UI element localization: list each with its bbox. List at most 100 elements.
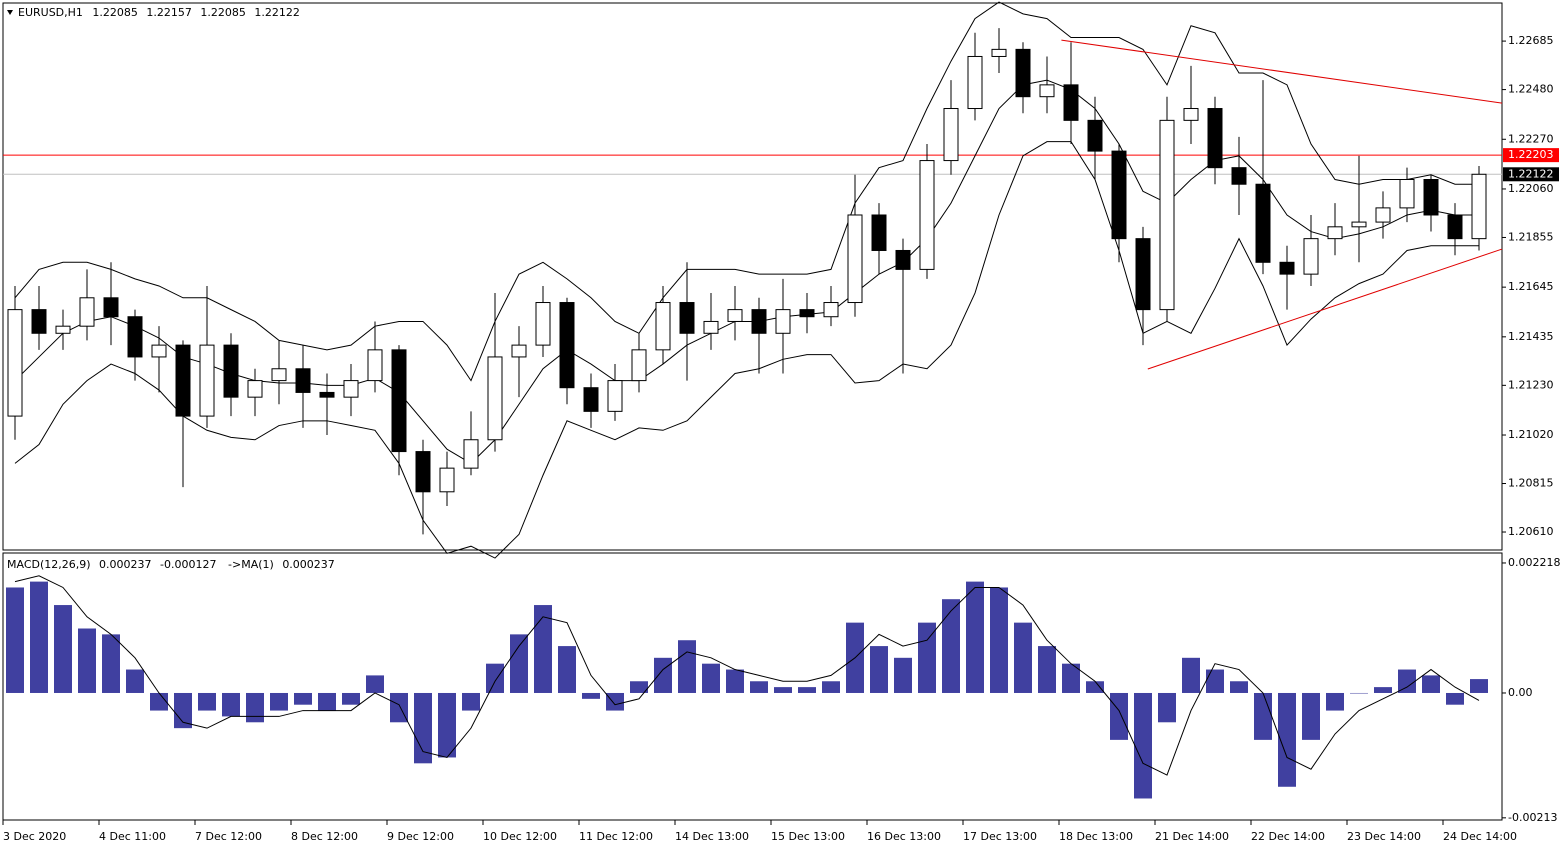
macd-bar — [6, 587, 24, 693]
macd-signal: -0.000127 — [160, 558, 216, 571]
macd-bar — [1326, 692, 1344, 711]
candle-body — [775, 309, 791, 334]
header-high: 1.22157 — [146, 6, 192, 19]
candle-body — [463, 439, 479, 469]
macd-bar — [1374, 687, 1392, 693]
y-tick-label: 0.00 — [1508, 686, 1533, 699]
y-tick-label: 1.22060 — [1508, 182, 1554, 195]
candle-body — [847, 214, 863, 304]
candle-body — [895, 249, 911, 270]
candle-body — [223, 344, 239, 398]
trendline — [1147, 248, 1503, 370]
macd-bar — [78, 628, 96, 693]
candle-body — [343, 380, 359, 398]
macd-bar — [990, 587, 1008, 693]
y-tick-label: 1.22480 — [1508, 83, 1554, 96]
candle-body — [1063, 84, 1079, 121]
candle-body — [823, 302, 839, 318]
macd-bar — [198, 692, 216, 711]
candle-body — [199, 344, 215, 417]
macd-bar — [270, 692, 288, 711]
macd-bar — [414, 692, 432, 764]
macd-bar — [534, 605, 552, 693]
y-tick-label: 1.20815 — [1508, 477, 1554, 490]
macd-bar — [1470, 679, 1488, 693]
candle-body — [535, 302, 551, 346]
dropdown-icon[interactable] — [7, 10, 13, 15]
x-tick-label: 14 Dec 13:00 — [675, 830, 749, 843]
x-tick-label: 22 Dec 14:00 — [1251, 830, 1325, 843]
macd-bar — [582, 692, 600, 699]
bollinger-lower — [14, 141, 1479, 559]
price-level-tag — [1503, 167, 1559, 182]
candle-body — [1327, 226, 1343, 240]
candle-body — [1447, 214, 1463, 240]
candle-body — [1423, 178, 1439, 216]
y-tick-label: -0.00213 — [1508, 811, 1557, 824]
macd-bar — [342, 692, 360, 705]
macd-bar — [870, 646, 888, 693]
macd-bar — [822, 681, 840, 693]
macd-bar — [1422, 675, 1440, 693]
macd-bar — [1014, 622, 1032, 693]
candle-body — [703, 320, 719, 334]
candle-body — [487, 356, 503, 441]
y-tick-label: 1.21230 — [1508, 378, 1554, 391]
macd-bar — [486, 663, 504, 693]
macd-bar — [894, 657, 912, 693]
macd-bar — [30, 581, 48, 693]
candle-body — [583, 387, 599, 412]
macd-bar — [1110, 692, 1128, 740]
macd-bar — [1134, 692, 1152, 799]
candle-body — [991, 48, 1007, 57]
macd-ma-label: ->MA(1) — [228, 558, 274, 571]
macd-bar — [966, 581, 984, 693]
price-level-label: 1.22203 — [1508, 148, 1554, 161]
x-tick-label: 18 Dec 13:00 — [1059, 830, 1133, 843]
candle-body — [103, 297, 119, 318]
macd-bar — [678, 640, 696, 693]
candle-body — [319, 391, 335, 398]
candle-body — [751, 309, 767, 334]
macd-bar — [390, 692, 408, 723]
y-tick-label: 1.21855 — [1508, 230, 1554, 243]
macd-bar — [54, 605, 72, 693]
macd-bar — [222, 692, 240, 717]
y-tick-label: 1.21645 — [1508, 280, 1554, 293]
candle-body — [1279, 261, 1295, 275]
macd-bar — [366, 675, 384, 693]
price-panel — [2, 2, 1503, 551]
macd-header: MACD(12,26,9) 0.000237 -0.000127 ->MA(1)… — [7, 558, 335, 571]
bollinger-upper — [14, 1, 1479, 382]
candle-body — [1303, 238, 1319, 275]
macd-bar — [126, 669, 144, 693]
candle-body — [871, 214, 887, 251]
symbol-header: EURUSD,H1 1.22085 1.22157 1.22085 1.2212… — [18, 6, 300, 19]
macd-bar — [558, 646, 576, 693]
candle-body — [1375, 207, 1391, 223]
candle-body — [271, 368, 287, 382]
candle-body — [1399, 178, 1415, 209]
x-tick-label: 21 Dec 14:00 — [1155, 830, 1229, 843]
macd-bar — [1278, 692, 1296, 787]
x-tick-label: 16 Dec 13:00 — [867, 830, 941, 843]
macd-label: MACD(12,26,9) — [7, 558, 91, 571]
macd-bar — [630, 681, 648, 693]
macd-bar — [1254, 692, 1272, 740]
candle-body — [367, 349, 383, 382]
macd-bar — [246, 692, 264, 723]
candle-body — [7, 309, 23, 417]
candle-body — [415, 451, 431, 493]
macd-bar — [750, 681, 768, 693]
candle-body — [247, 380, 263, 398]
macd-bar — [1086, 681, 1104, 693]
macd-bar — [774, 687, 792, 693]
candle-body — [391, 349, 407, 453]
macd-bar — [510, 634, 528, 693]
candle-body — [1231, 167, 1247, 185]
macd-bar — [654, 657, 672, 693]
candle-body — [55, 325, 71, 334]
macd-bar — [294, 692, 312, 705]
price-level-tag — [1503, 148, 1559, 163]
candle-body — [799, 309, 815, 318]
